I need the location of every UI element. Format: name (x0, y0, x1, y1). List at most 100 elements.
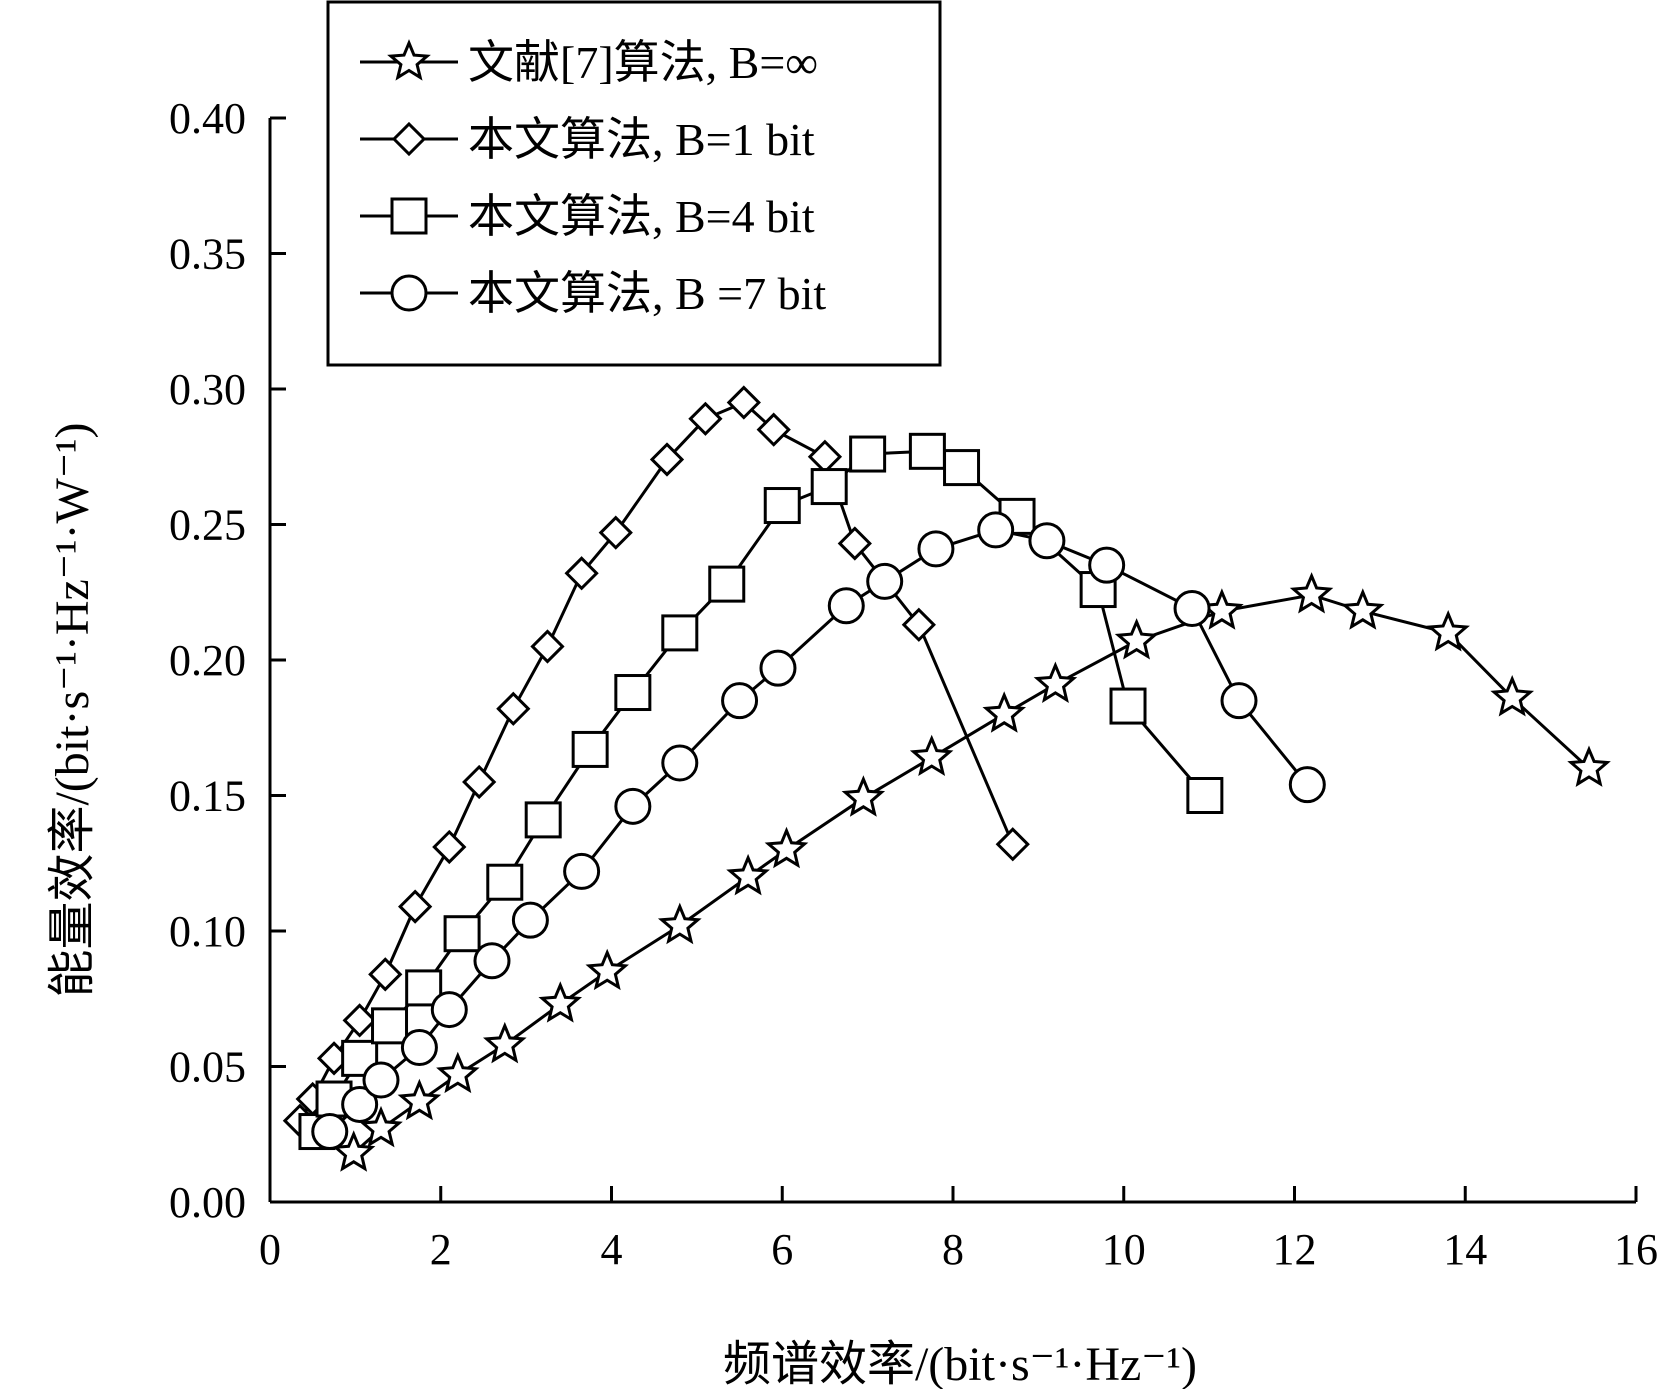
x-axis-title: 频谱效率/(bit·s⁻¹·Hz⁻¹) (723, 1338, 1197, 1389)
star-marker (1567, 745, 1611, 787)
x-tick-label: 10 (1102, 1225, 1146, 1274)
square-marker (661, 614, 699, 652)
y-tick-label: 0.35 (169, 230, 246, 279)
star-marker (1114, 618, 1159, 660)
star-marker (387, 39, 431, 81)
circle-marker (866, 562, 904, 600)
circle-marker (311, 1113, 349, 1151)
star-marker (483, 1021, 527, 1064)
x-tick-label: 14 (1443, 1225, 1487, 1274)
circle-marker (390, 274, 428, 312)
square-marker (443, 915, 481, 953)
series-diamond (282, 385, 1030, 1138)
circle-marker (563, 852, 601, 890)
circle-marker (1088, 546, 1126, 584)
star-marker (1426, 610, 1470, 652)
diamond-marker (368, 957, 403, 992)
star-marker (657, 902, 702, 945)
square-marker (810, 468, 848, 506)
star-marker (1033, 661, 1078, 703)
diamond-marker (649, 442, 685, 477)
diamond-marker (598, 515, 633, 550)
diamond-marker (807, 439, 843, 474)
circle-marker (977, 511, 1015, 549)
square-marker (849, 435, 887, 473)
y-tick-label: 0.00 (169, 1178, 246, 1227)
square-marker (1186, 777, 1224, 814)
star-marker (909, 734, 954, 777)
legend: 文献[7]算法, B=∞ 本文算法, B=1 bit 本文算法, B=4 bit 本文… (326, 0, 942, 367)
star-marker (841, 775, 886, 817)
diamond-marker (995, 827, 1030, 862)
diamond-marker (756, 412, 791, 447)
x-tick-label: 2 (430, 1225, 452, 1274)
square-marker (908, 432, 946, 470)
y-tick-label: 0.05 (169, 1043, 246, 1092)
square-marker (943, 449, 981, 487)
x-tick-label: 8 (942, 1225, 964, 1274)
series-line (352, 593, 1591, 1155)
legend-label: 文献[7]算法, B=∞ (468, 37, 818, 88)
series-star (331, 572, 1611, 1172)
x-tick-label: 12 (1273, 1225, 1317, 1274)
diamond-marker (391, 121, 427, 157)
star-marker (764, 826, 809, 869)
x-tick-label: 0 (259, 1225, 281, 1274)
y-tick-label: 0.10 (169, 907, 246, 956)
circle-marker (827, 587, 865, 625)
star-marker (397, 1078, 442, 1121)
y-tick-label: 0.15 (169, 772, 246, 821)
circle-marker (1220, 682, 1258, 720)
legend-item: 本文算法, B =7 bit (360, 268, 826, 319)
circle-marker (473, 942, 511, 980)
legend-label: 本文算法, B=1 bit (468, 114, 815, 165)
circle-marker (430, 991, 468, 1029)
diamond-marker (726, 385, 761, 420)
circle-marker (1288, 766, 1326, 804)
y-tick-label: 0.20 (169, 636, 246, 685)
diamond-marker (398, 889, 433, 924)
legend-item: 本文算法, B=1 bit (360, 114, 815, 165)
diamond-marker (530, 629, 565, 664)
star-marker (1289, 572, 1334, 614)
x-tick-label: 16 (1614, 1225, 1658, 1274)
circle-marker (362, 1061, 400, 1099)
circle-marker (614, 787, 652, 825)
circle-marker (1173, 590, 1211, 628)
star-marker (982, 691, 1027, 733)
star-marker (585, 948, 629, 991)
legend-item: 本文算法, B=4 bit (360, 191, 815, 242)
square-marker (708, 565, 746, 603)
square-marker (571, 730, 609, 768)
series-layer (282, 385, 1611, 1172)
circle-marker (341, 1085, 379, 1123)
legend-label: 本文算法, B =7 bit (468, 268, 826, 319)
star-marker (538, 981, 583, 1023)
square-marker (763, 487, 801, 525)
x-tick-label: 6 (771, 1225, 793, 1274)
series-square (298, 432, 1224, 1151)
diamond-marker (432, 829, 467, 865)
square-marker (1109, 687, 1147, 725)
series-circle (311, 511, 1326, 1151)
ticks: 0 2 4 6 8 10 12 14 16 0.00 0.05 0.10 0.15 0.20 0.25 0.3… (169, 94, 1658, 1274)
star-marker (1490, 674, 1535, 717)
diamond-marker (564, 556, 599, 591)
circle-marker (511, 901, 549, 939)
diamond-marker (342, 1003, 377, 1038)
circle-marker (1028, 522, 1066, 560)
y-tick-label: 0.30 (169, 365, 246, 414)
diamond-marker (901, 607, 936, 642)
square-marker (486, 863, 524, 901)
square-marker (524, 801, 562, 839)
y-tick-label: 0.25 (169, 501, 246, 550)
circle-marker (721, 682, 759, 720)
diamond-marker (462, 764, 497, 800)
series-line (328, 528, 1309, 1133)
circle-marker (917, 530, 955, 568)
circle-marker (400, 1029, 438, 1067)
diamond-marker (688, 401, 723, 436)
y-axis-title: 能量效率/(bit·s⁻¹·Hz⁻¹·W⁻¹) (46, 422, 99, 997)
